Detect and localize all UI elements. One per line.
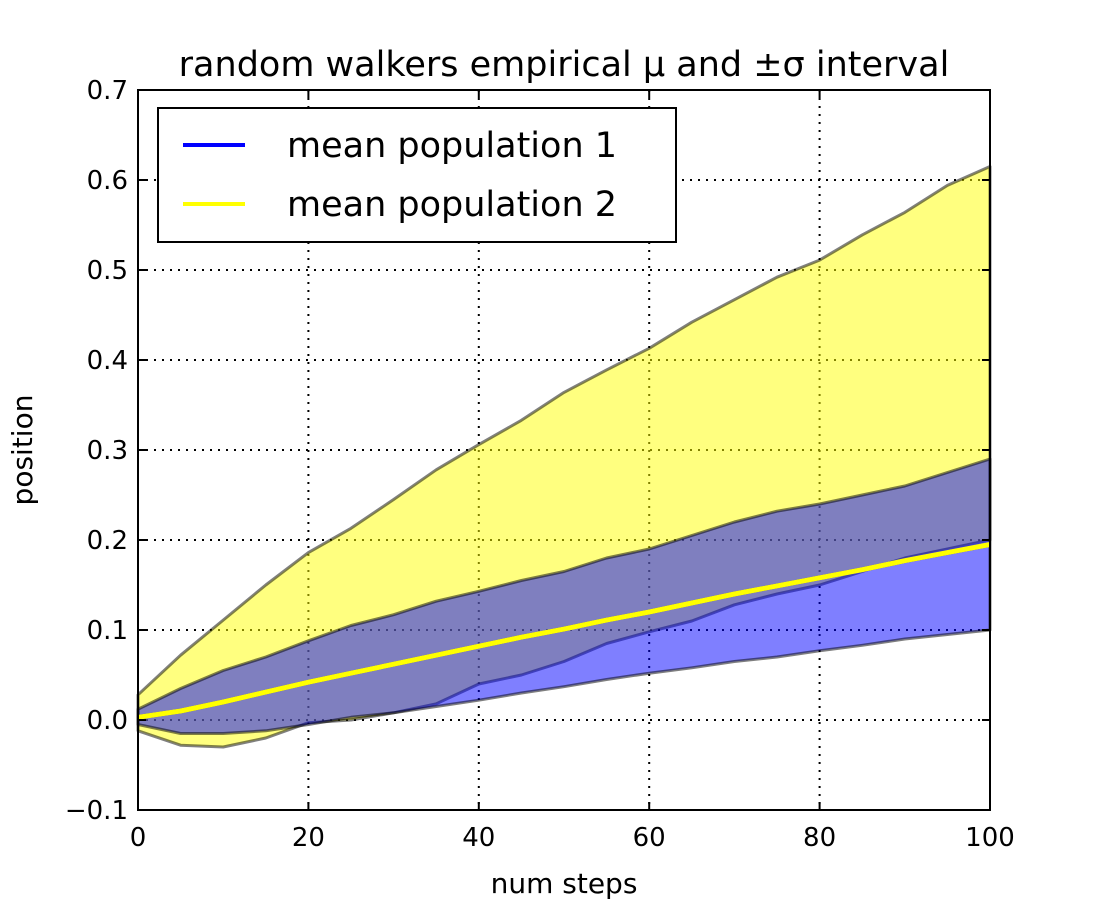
y-tick-label: 0.1	[87, 616, 128, 646]
y-axis-label: position	[6, 395, 39, 506]
line-mean-population-2	[137, 542, 991, 720]
x-tick-label: 60	[633, 823, 666, 853]
lines	[137, 542, 991, 720]
x-axis: 0 20 40 60 80 100	[130, 90, 1015, 853]
legend-label-mean-population-2: mean population 2	[287, 185, 617, 225]
y-tick-label: −0.1	[65, 796, 128, 826]
x-tick-label: 40	[462, 823, 495, 853]
legend-box	[157, 107, 677, 243]
y-tick-label: 0.7	[87, 76, 128, 106]
x-tick-label: 20	[292, 823, 325, 853]
x-tick-label: 100	[965, 823, 1015, 853]
y-tick-label: 0.3	[87, 436, 128, 466]
legend: mean population 1 mean population 2	[157, 107, 677, 243]
x-axis-label: num steps	[491, 867, 638, 900]
x-tick-label: 80	[803, 823, 836, 853]
x-tick-label: 0	[130, 823, 147, 853]
y-tick-label: 0.4	[87, 346, 128, 376]
y-axis: −0.1 0.0 0.1 0.2 0.3 0.4 0.5 0.6 0.7	[65, 76, 990, 826]
y-tick-label: 0.2	[87, 526, 128, 556]
bands	[136, 165, 992, 749]
y-tick-label: 0.6	[87, 166, 128, 196]
chart-title: random walkers empirical μ and ±σ interv…	[179, 45, 950, 85]
y-tick-label: 0.5	[87, 256, 128, 286]
y-tick-label: 0.0	[87, 706, 128, 736]
legend-label-mean-population-1: mean population 1	[287, 126, 617, 166]
